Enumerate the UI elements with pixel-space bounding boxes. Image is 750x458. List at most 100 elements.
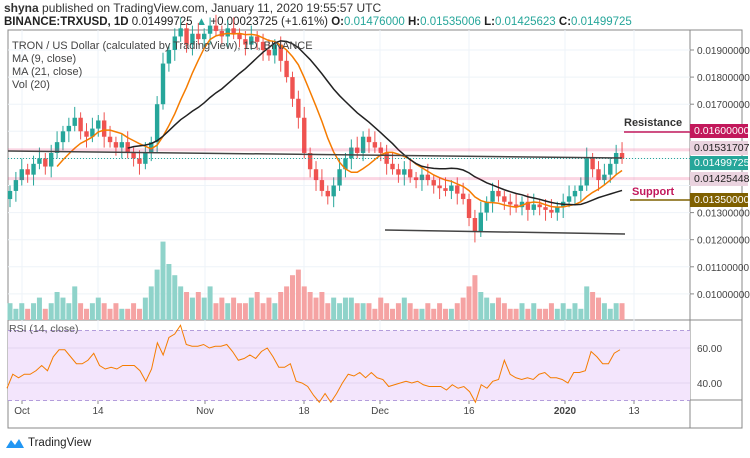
rsi-line — [6, 324, 621, 404]
tradingview-logo[interactable]: TradingView — [5, 437, 91, 449]
volume-bar — [507, 308, 513, 320]
candle-body — [466, 199, 472, 219]
price-tick-label: 0.01000000 — [697, 290, 750, 301]
candle-body — [331, 185, 336, 197]
volume-bar — [213, 303, 219, 320]
volume-bar — [78, 303, 84, 320]
candle-body — [119, 142, 125, 148]
price-tick-label: 0.01300000 — [697, 209, 750, 220]
volume-bar — [172, 275, 178, 320]
volume-bar — [254, 292, 260, 320]
volume-bar — [501, 303, 507, 320]
price-tick-label: 0.01200000 — [697, 236, 750, 247]
time-tick-label: 14 — [92, 406, 104, 417]
volume-bar — [325, 303, 331, 320]
volume-bar — [466, 286, 472, 320]
volume-bar — [225, 303, 231, 320]
candle-body — [101, 120, 107, 137]
candle-body — [154, 104, 160, 143]
candle-body — [196, 33, 201, 40]
volume-bar — [84, 308, 90, 320]
candle-body — [460, 193, 466, 200]
time-tick-label: 18 — [298, 406, 310, 417]
volume-bar — [113, 303, 119, 320]
volume-bar — [36, 297, 42, 320]
publish-info: shyna published on TradingView.com, Janu… — [4, 1, 381, 15]
candle-body — [296, 98, 301, 118]
volume-bar — [319, 292, 325, 320]
candle-body — [490, 190, 495, 202]
candle-body — [496, 190, 501, 197]
candle-body — [319, 180, 325, 191]
volume-bar — [478, 292, 484, 320]
candle-body — [231, 28, 236, 34]
candle-body — [290, 77, 295, 99]
volume-bar — [531, 303, 537, 320]
candle-body — [25, 169, 30, 175]
candle-body — [84, 131, 89, 137]
volume-bar — [189, 297, 195, 320]
volume-bar — [301, 286, 307, 320]
candle-body — [608, 163, 613, 175]
last-price-tag: 0.01499725 — [690, 156, 749, 170]
low-value: 0.01425623 — [494, 16, 556, 28]
candle-body — [166, 50, 172, 64]
candle-body — [478, 212, 483, 232]
candle-body — [502, 196, 507, 202]
candle-body — [249, 36, 254, 45]
candle-body — [596, 169, 601, 181]
publisher[interactable]: shyna — [4, 1, 39, 15]
volume-bar — [519, 303, 525, 320]
volume-bar — [284, 286, 290, 320]
volume-bar — [119, 308, 125, 320]
candle-body — [137, 158, 142, 164]
volume-bar — [442, 308, 448, 320]
candle-body — [54, 142, 60, 153]
volume-bar — [543, 308, 549, 320]
volume-bar — [7, 303, 13, 320]
candle-body — [513, 204, 519, 208]
candle-body — [390, 163, 395, 170]
volume-bar — [42, 308, 48, 320]
candle-body — [172, 36, 177, 50]
candle-body — [372, 142, 378, 148]
volume-bar — [378, 297, 384, 320]
volume-bar — [160, 241, 166, 320]
volume-bar — [89, 303, 95, 320]
candle-body — [431, 180, 436, 186]
volume-bar — [390, 308, 396, 320]
rsi-band — [8, 330, 690, 401]
volume-bar — [454, 303, 460, 320]
candle-body — [366, 136, 372, 143]
legend-volume[interactable]: Vol (20) — [12, 79, 50, 91]
candle-body — [225, 28, 230, 37]
candle-body — [202, 33, 207, 40]
candle-body — [425, 174, 431, 181]
support-price-tag: 0.01350000 — [690, 193, 749, 207]
volume-bar — [413, 308, 419, 320]
price-tick-label: 0.01100000 — [697, 263, 750, 274]
candle-body — [543, 207, 548, 210]
candle-body — [43, 158, 48, 167]
symbol: BINANCE:TRXUSD, 1D — [4, 16, 129, 28]
volume-bar — [384, 303, 390, 320]
volume-bar — [448, 308, 454, 320]
candle-body — [508, 201, 513, 205]
candle-body — [107, 136, 113, 143]
candle-body — [525, 201, 531, 210]
candle-body — [207, 25, 213, 34]
support-trendline — [384, 229, 626, 235]
volume-bar — [54, 292, 60, 320]
volume-bar — [136, 308, 142, 320]
legend-ma21[interactable]: MA (21, close) — [12, 66, 83, 78]
volume-bar — [460, 297, 466, 320]
candle-body — [149, 142, 154, 153]
rsi-tick-label: 40.00 — [697, 379, 722, 390]
volume-bar — [307, 292, 313, 320]
volume-bar — [242, 303, 248, 320]
volume-bar — [431, 308, 437, 320]
volume-bar — [419, 308, 425, 320]
legend-ma9[interactable]: MA (9, close) — [12, 53, 77, 65]
